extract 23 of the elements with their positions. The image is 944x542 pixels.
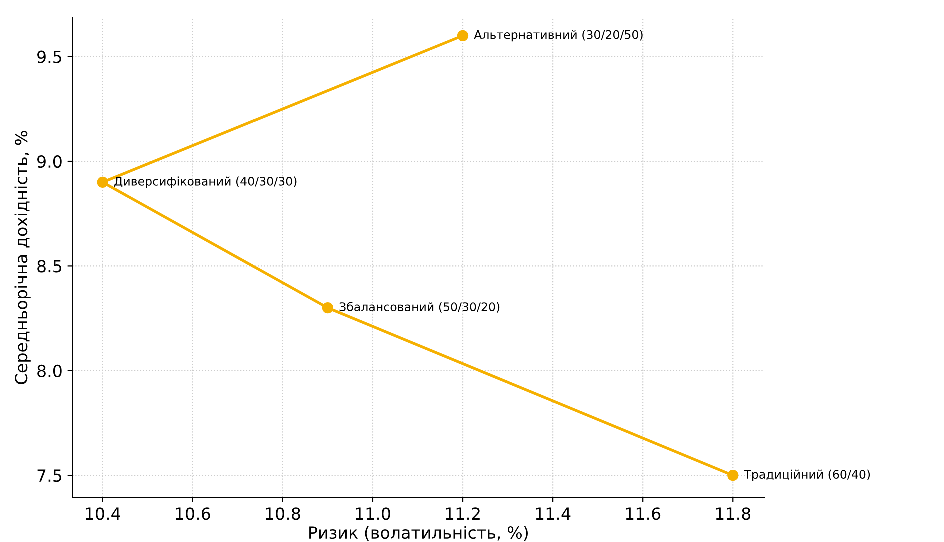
y-tick-label: 8.5 [38, 260, 62, 273]
y-axis-title: Середньорічна дохідність, % [14, 131, 31, 384]
point [97, 176, 108, 188]
x-tick-label: 10.6 [176, 508, 210, 520]
data-label: Традиційний (60/40) [744, 470, 870, 482]
y-tick-label: 9.0 [38, 155, 62, 168]
point [728, 470, 739, 482]
data-label: Збалансований (50/30/20) [340, 302, 500, 313]
y-tick-label: 8.0 [38, 364, 62, 378]
x-tick-label: 11.0 [356, 508, 390, 520]
y-tick-label: 7.5 [38, 470, 62, 482]
x-tick-label: 11.4 [536, 508, 571, 520]
data-label: Альтернативний (30/20/50) [474, 30, 643, 42]
x-tick-label: 11.2 [446, 508, 480, 520]
x-tick-label: 10.8 [266, 508, 300, 520]
data-label: Диверсифікований (40/30/30) [114, 176, 297, 188]
point [457, 30, 469, 42]
x-tick-label: 10.4 [86, 508, 120, 520]
y-tick-label: 9.5 [38, 50, 62, 64]
x-tick-label: 11.8 [716, 508, 751, 520]
point [322, 302, 334, 314]
x-axis-title: Ризик (волатильність, %) [310, 526, 528, 542]
x-tick-label: 11.6 [626, 508, 661, 520]
